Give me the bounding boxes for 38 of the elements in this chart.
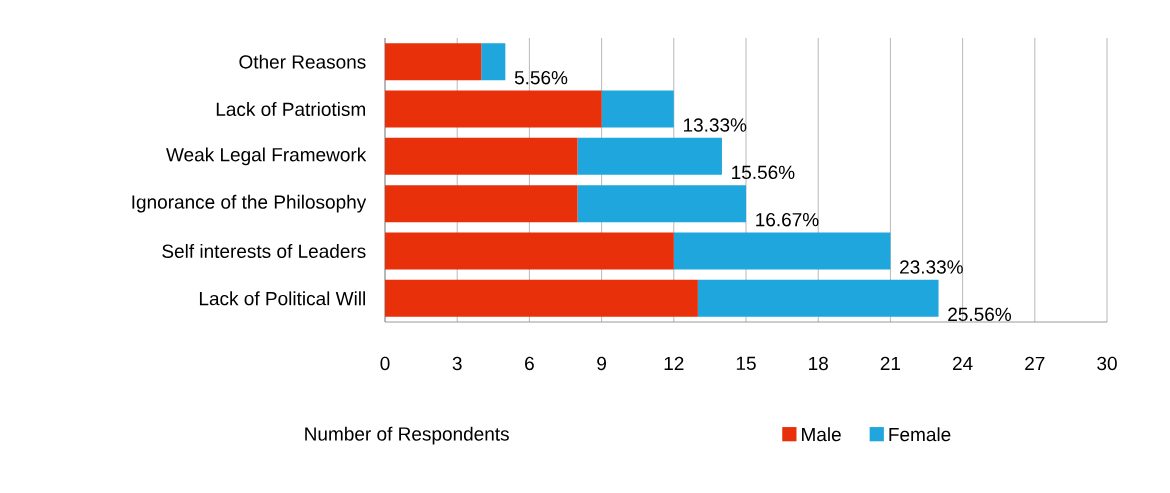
- x-tick-label: 6: [525, 356, 534, 371]
- bar: [385, 137, 578, 175]
- bar: [577, 185, 747, 223]
- x-tick-label: 18: [809, 356, 828, 371]
- bar: [697, 279, 939, 317]
- bar: [385, 232, 674, 270]
- y-tick-label: Lack of Patriotism: [216, 102, 366, 116]
- bar: [601, 90, 674, 128]
- x-axis-title: Number of Respondents: [305, 426, 509, 445]
- annotation: 23.33%: [900, 260, 963, 274]
- annotation: 5.56%: [514, 70, 568, 85]
- annotation: 13.33%: [683, 118, 747, 132]
- x-tick-label: 15: [736, 356, 756, 370]
- y-tick-label: Self interests of Leaders: [162, 244, 366, 258]
- y-tick-label: Ignorance of the Philosophy: [132, 194, 367, 213]
- x-tick-label: 12: [664, 356, 684, 370]
- annotation: 25.56%: [948, 307, 1012, 322]
- bar: [673, 232, 891, 270]
- legend-label: Female: [889, 427, 951, 442]
- x-tick-label: 9: [597, 356, 606, 371]
- y-tick-label: Weak Legal Framework: [166, 147, 367, 166]
- bar: [481, 43, 506, 81]
- x-tick-label: 0: [380, 356, 390, 371]
- legend-label: Male: [802, 427, 841, 442]
- x-tick-label: 21: [880, 356, 901, 370]
- x-tick-label: 30: [1097, 356, 1117, 371]
- annotation: 15.56%: [732, 165, 795, 180]
- bar: [385, 185, 578, 223]
- annotation: 16.67%: [756, 212, 819, 227]
- bar: [577, 137, 722, 175]
- x-tick-label: 27: [1025, 356, 1045, 370]
- bar: [385, 90, 602, 128]
- x-tick-label: 24: [952, 356, 973, 370]
- y-tick-label: Other Reasons: [239, 54, 366, 69]
- bar: [385, 279, 698, 317]
- x-tick-label: 3: [452, 356, 462, 371]
- bar: [385, 43, 482, 81]
- y-tick-label: Lack of Political Will: [199, 291, 365, 306]
